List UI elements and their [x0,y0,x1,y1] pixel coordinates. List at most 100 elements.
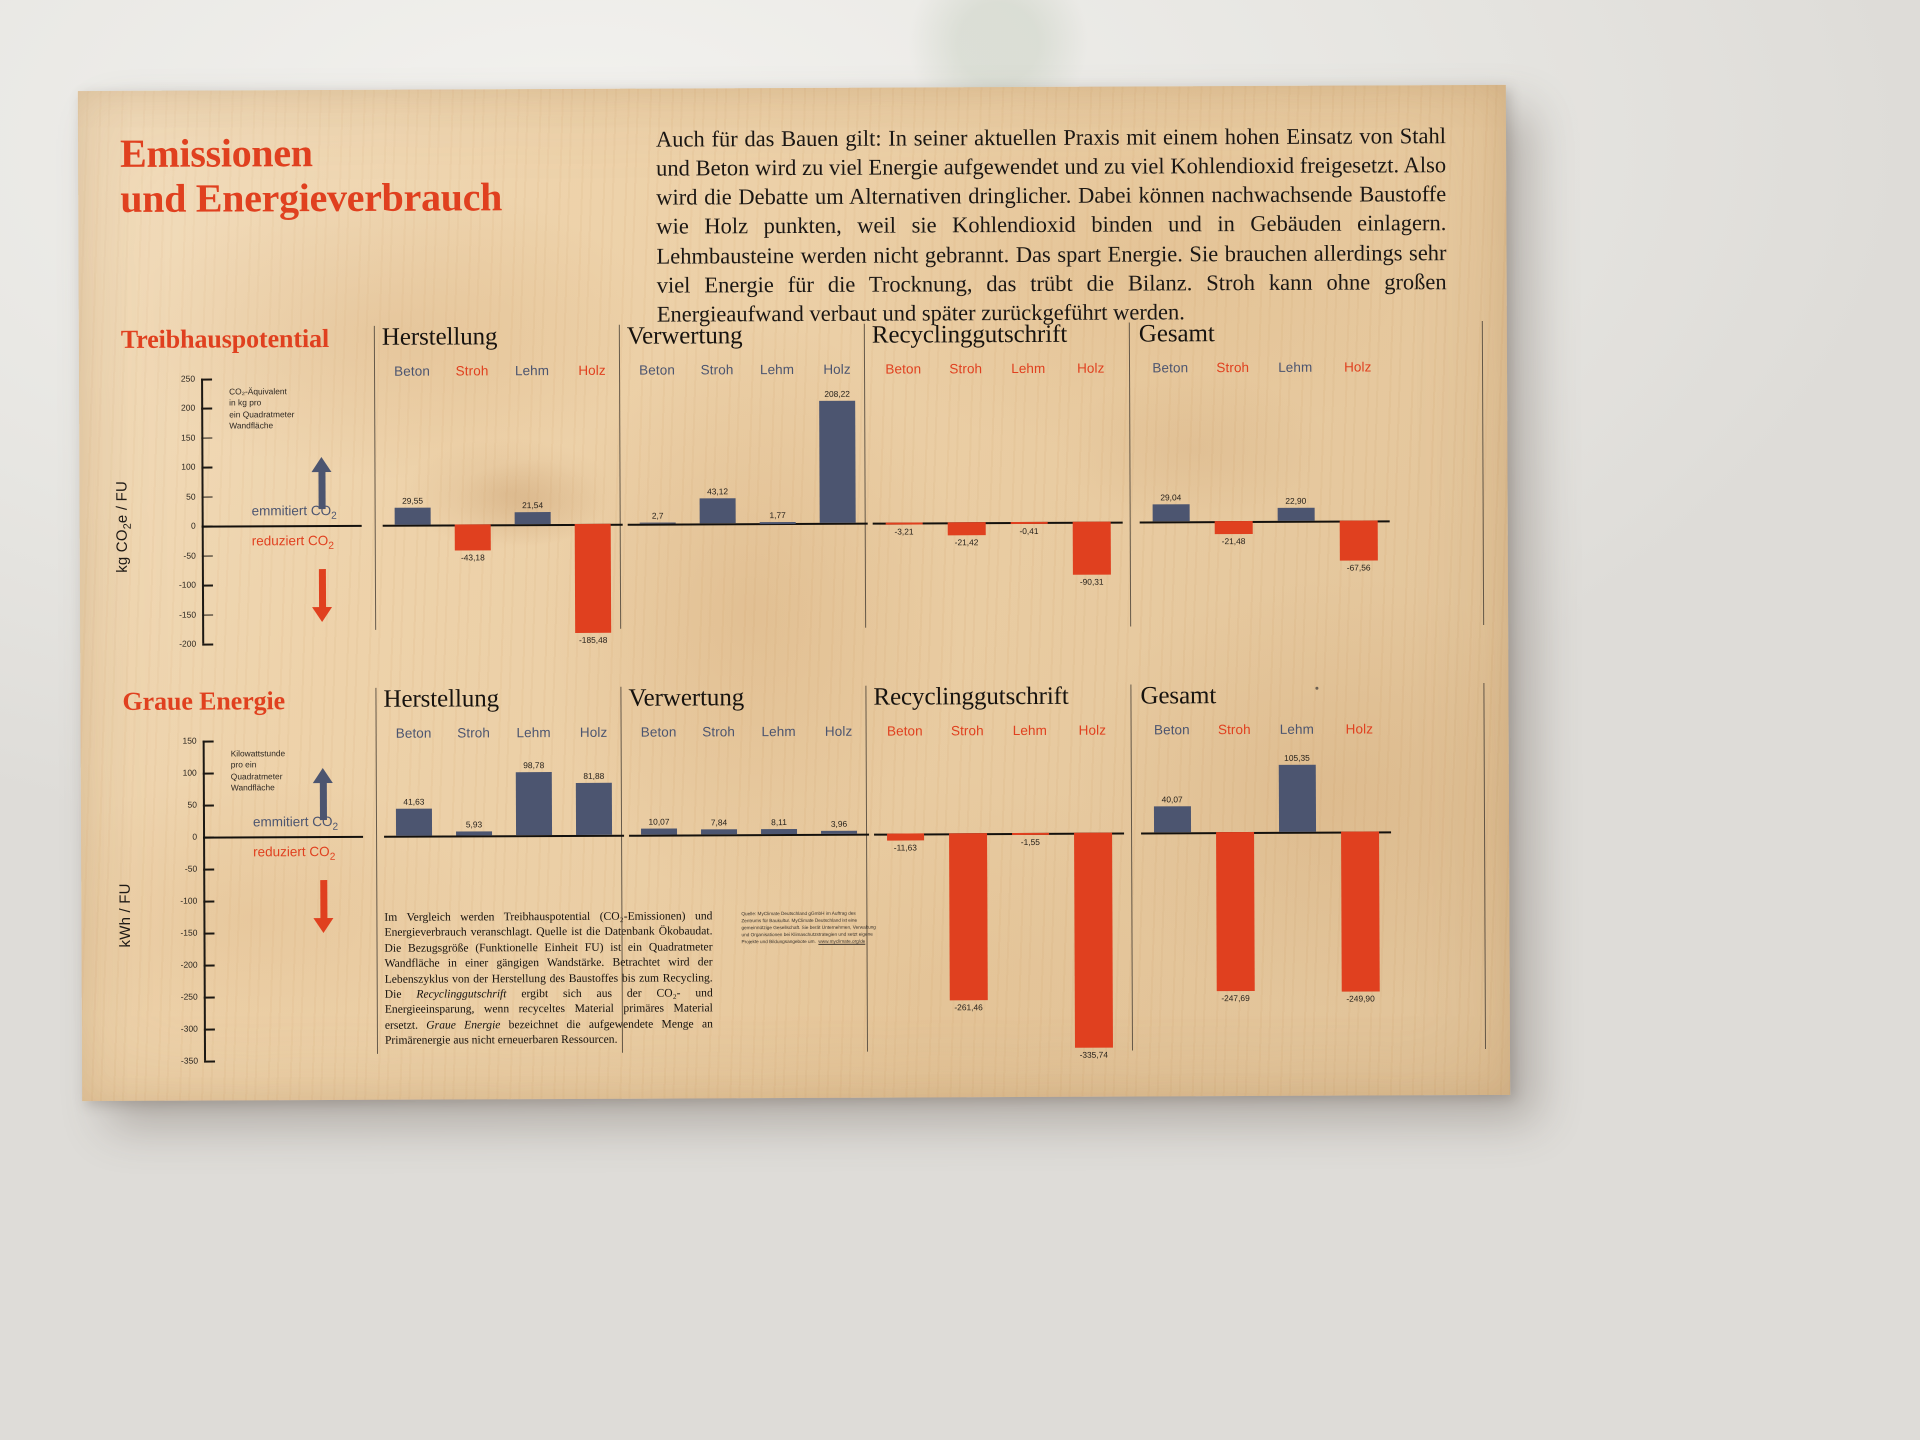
bar-value-label: -335,74 [1079,1049,1108,1060]
emit-label: emmitiert CO2 [251,503,337,522]
bar-stroh: -21,42 [947,522,986,547]
legend-item-holz: Holz [578,362,606,378]
legend-item-lehm: Lehm [1011,360,1046,377]
panel-title-verwertung: Verwertung [626,322,743,350]
legend-item-beton: Beton [640,724,677,740]
legend-item-lehm: Lehm [1279,721,1314,737]
bar-value-label: -43,18 [460,551,485,563]
intro-paragraph: Auch für das Bauen gilt: In seiner aktue… [655,123,1447,327]
bar-holz: -249,90 [1341,831,1380,1004]
bar-beton: 10,07 [641,816,678,835]
axis-unit-label: kg CO2e / FU [113,480,134,573]
bar-value-label: 2,7 [651,510,664,521]
axis-caption: Kilowattstunde pro ein Quadratmeter Wand… [230,748,286,793]
axis-tick [201,407,213,410]
bar-stroh: 5,93 [456,820,493,836]
panel-divider [375,687,379,1054]
bar-value-label: 22,90 [1285,495,1307,506]
axis-tick [203,964,215,967]
axis-tick [201,437,213,440]
bar-value-label: 5,93 [465,819,483,830]
legend-item-holz: Holz [1344,359,1372,375]
axis-scale-graue-energie: 150 100 50 0 -50 -100 -150 -200 -250 -300 -350 [180,736,218,1066]
panel-divider [1128,322,1132,627]
axis-tick [201,466,213,469]
axis-tick [202,614,214,616]
bar-value-label: 29,04 [1160,492,1182,503]
bar-lehm: -0,41 [1010,522,1048,536]
bar-holz: 208,22 [819,388,856,524]
reduce-label: reduziert CO2 [251,533,334,552]
panel-divider [865,685,869,1052]
emit-label: emmitiert CO2 [252,814,339,833]
axis-tick-label: 0 [190,520,196,531]
bar-beton: -3,21 [885,522,923,537]
axis-tick [202,740,214,743]
panel-title-herstellung: Herstellung [381,323,498,351]
bar-holz: -185,48 [574,524,612,645]
axis-tick [202,804,214,807]
panel-divider [863,323,867,628]
legend-item-beton: Beton [395,725,432,741]
bar-beton: 29,55 [394,495,431,525]
bar-holz: -90,31 [1072,521,1111,587]
page-title: Emissionen und Energieverbrauch [119,130,503,222]
bar-beton: 41,63 [395,797,433,836]
axis-tick [204,1060,216,1063]
bar-stroh: -21,48 [1214,521,1253,546]
axis-tick [201,496,213,498]
axis-tick-label: -200 [180,959,198,970]
axis-tick-label: 0 [192,831,198,842]
legend-item-lehm: Lehm [1278,359,1313,375]
reduce-label: reduziert CO2 [253,844,336,863]
axis-tick-label: -200 [179,638,197,649]
legend-item-stroh: Stroh [1216,360,1250,376]
bar-value-label: -261,46 [954,1002,983,1013]
legend-item-beton: Beton [639,362,675,378]
legend-item-stroh: Stroh [702,724,736,740]
axis-tick-label: 250 [180,373,196,384]
bar-holz: -67,56 [1339,520,1378,573]
source-note: Quelle: MyClimate Deutschland gGmbH im A… [741,910,876,945]
bar-lehm: 22,90 [1277,495,1315,522]
bar-value-label: 7,84 [710,817,728,828]
bar-beton: 29,04 [1152,492,1190,522]
plywood-poster-panel: Emissionen und Energieverbrauch Auch für … [77,84,1511,1102]
bar-value-label: 10,07 [648,816,670,827]
axis-tick-label: -350 [180,1055,199,1066]
poster-content: Emissionen und Energieverbrauch Auch für … [78,85,1510,1101]
bar-lehm: 21,54 [514,500,551,525]
section-title-graue-energie: Graue Energie [122,686,286,716]
legend-item-beton: Beton [885,361,922,377]
bar-holz: 81,88 [575,770,613,835]
legend-item-holz: Holz [823,361,851,377]
bar-value-label: -21,42 [954,537,979,548]
legend-item-stroh: Stroh [700,362,734,378]
axis-tick-label: 100 [181,461,196,473]
bar-value-label: -3,21 [894,526,914,537]
section-title-treibhauspotential: Treibhauspotential [120,324,330,354]
bar-lehm: 8,11 [761,817,798,835]
panel-divider [1483,682,1486,1049]
axis-tick-label: -50 [183,550,196,561]
bar-value-label: 81,88 [583,770,605,781]
panel-divider [373,325,377,630]
panel-title-gesamt: Gesamt [1138,320,1215,348]
bar-lehm: 98,78 [515,760,553,836]
axis-tick [203,900,215,903]
axis-tick [201,378,213,381]
bar-value-label: -21,48 [1221,535,1246,546]
bar-value-label: -0,41 [1019,525,1039,536]
legend-item-beton: Beton [1153,722,1190,738]
bar-value-label: -249,90 [1346,993,1375,1004]
legend-item-lehm: Lehm [514,363,550,379]
legend-item-beton: Beton [886,723,923,739]
legend-item-lehm: Lehm [1012,722,1047,739]
legend-item-stroh: Stroh [457,725,491,741]
legend-item-beton: Beton [1152,360,1189,376]
bar-value-label: -1,55 [1020,836,1040,847]
bar-beton: 40,07 [1153,795,1192,833]
legend-item-lehm: Lehm [759,361,795,378]
bar-beton: 2,7 [639,510,676,524]
bar-value-label: -90,31 [1079,577,1104,588]
